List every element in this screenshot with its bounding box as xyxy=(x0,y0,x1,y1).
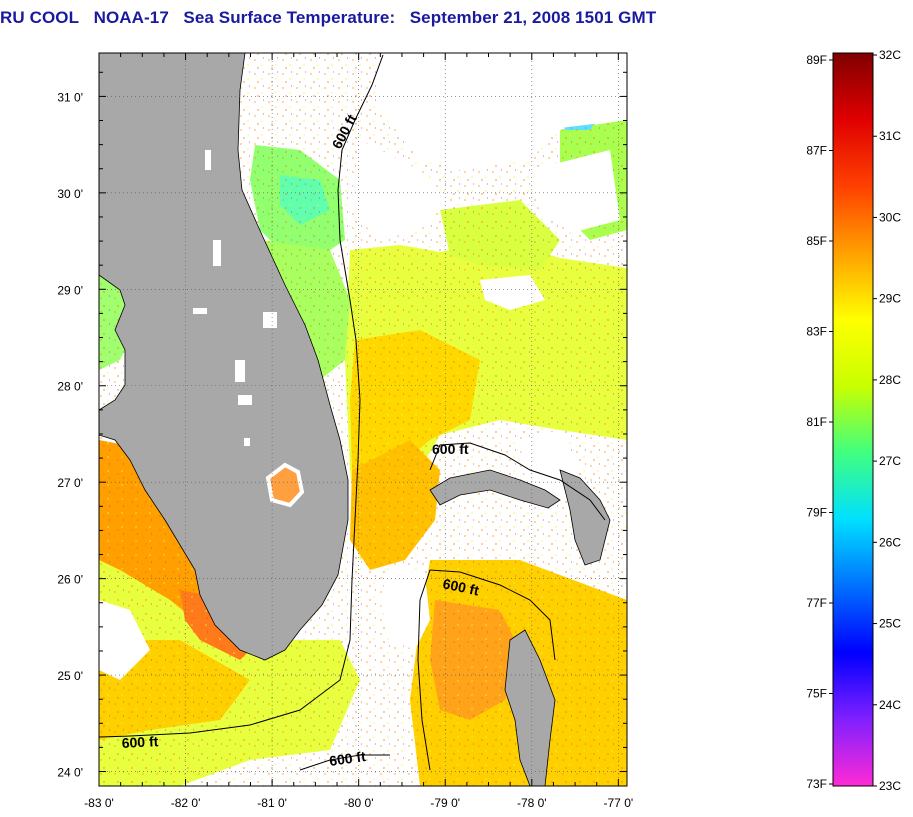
title-product: Sea Surface Temperature: xyxy=(183,8,396,27)
colorbar-celsius-label: 29C xyxy=(879,292,901,306)
colorbar-bar xyxy=(832,52,874,787)
isobath-600ft xyxy=(99,54,606,771)
lat-tick-label: 31 0' xyxy=(57,90,83,104)
lat-tick-label: 28 0' xyxy=(57,380,83,394)
lat-tick-label: 27 0' xyxy=(57,476,83,490)
colorbar-celsius-label: 30C xyxy=(879,210,901,224)
colorbar-fahrenheit-label: 85F xyxy=(806,234,827,248)
map-panel xyxy=(99,53,627,786)
colorbar-celsius-label: 27C xyxy=(879,454,901,468)
colorbar-fahrenheit-label: 79F xyxy=(806,506,827,520)
map-grid xyxy=(99,53,627,786)
lat-tick-label: 25 0' xyxy=(57,669,83,683)
colorbar-celsius-label: 25C xyxy=(879,617,901,631)
axis-labels: -83 0' -82 0' -81 0' -80 0' -79 0' -78 0' -77 … xyxy=(57,90,633,810)
lake-okeechobee xyxy=(265,462,305,508)
colorbar-fahrenheit-label: 83F xyxy=(806,325,827,339)
colorbar-celsius-label: 32C xyxy=(879,48,901,62)
lat-tick-label: 26 0' xyxy=(57,573,83,587)
map-frame xyxy=(98,52,628,787)
land-andros xyxy=(504,629,556,786)
lon-tick-label: -80 0' xyxy=(344,796,374,810)
lat-tick-label: 29 0' xyxy=(57,283,83,297)
lon-tick-label: -77 0' xyxy=(604,796,634,810)
colorbar-fahrenheit-label: 87F xyxy=(806,144,827,158)
contour-label-bahamas-north: 600 ft xyxy=(432,441,469,457)
land-florida xyxy=(99,53,349,661)
map-title: RU COOL NOAA-17 Sea Surface Temperature:… xyxy=(0,8,656,28)
colorbar-fahrenheit-label: 75F xyxy=(806,687,827,701)
contour-label-bahamas-south: 600 ft xyxy=(441,575,480,598)
title-satellite: NOAA-17 xyxy=(93,8,169,27)
lon-tick-label: -82 0' xyxy=(171,796,201,810)
lon-tick-label: -78 0' xyxy=(517,796,547,810)
land-abaco xyxy=(559,469,611,566)
axis-ticks xyxy=(98,53,627,786)
land-grand-bahama xyxy=(429,469,561,509)
colorbar-fahrenheit-label: 81F xyxy=(806,415,827,429)
title-datetime: September 21, 2008 1501 GMT xyxy=(409,8,657,27)
lon-tick-label: -81 0' xyxy=(257,796,287,810)
inland-lakes xyxy=(193,150,277,446)
lon-tick-label: -83 0' xyxy=(84,796,114,810)
title-source: RU COOL xyxy=(0,8,80,27)
land xyxy=(99,53,611,786)
colorbar: 89F 87F 85F 83F 81F 79F 77F 75F 73F 32C 31C 30C 29C 2… xyxy=(806,48,901,793)
cloud-mask xyxy=(99,53,627,680)
colorbar-ticks: 89F 87F 85F 83F 81F 79F 77F 75F 73F 32C 31C 30C 29C 2… xyxy=(806,48,901,793)
colorbar-celsius-label: 24C xyxy=(879,698,901,712)
colorbar-fahrenheit-label: 89F xyxy=(806,53,827,67)
colorbar-celsius-label: 26C xyxy=(879,535,901,549)
lon-tick-label: -79 0' xyxy=(430,796,460,810)
colorbar-fahrenheit-label: 73F xyxy=(806,777,827,791)
lat-tick-label: 24 0' xyxy=(57,766,83,780)
contour-label-gulf: 600 ft xyxy=(121,733,159,751)
colorbar-celsius-label: 31C xyxy=(879,129,901,143)
lat-tick-label: 30 0' xyxy=(57,187,83,201)
colorbar-celsius-label: 23C xyxy=(879,779,901,793)
colorbar-celsius-label: 28C xyxy=(879,373,901,387)
contour-label-south: 600 ft xyxy=(328,748,367,769)
colorbar-fahrenheit-label: 77F xyxy=(806,596,827,610)
